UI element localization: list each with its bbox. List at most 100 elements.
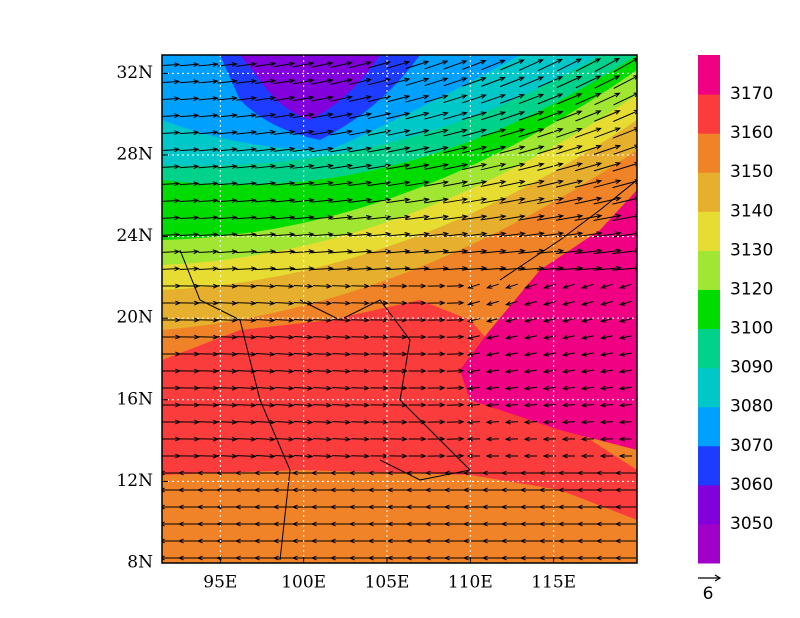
wind-arrow	[311, 112, 334, 119]
wind-arrow	[351, 436, 371, 442]
wind-arrow	[424, 231, 450, 237]
wind-arrow	[427, 334, 446, 340]
wind-arrow	[618, 368, 633, 374]
wind-arrow	[389, 368, 408, 374]
colorbar-box	[698, 250, 720, 290]
wind-arrow	[481, 555, 503, 561]
wind-arrow	[312, 334, 333, 340]
wind-arrow	[367, 146, 392, 153]
field	[162, 55, 637, 563]
wind-arrow	[424, 214, 450, 221]
wind-arrow	[408, 385, 427, 391]
plot-frame	[161, 54, 638, 564]
wind-arrow	[614, 487, 636, 493]
wind-arrow	[273, 232, 296, 237]
wind-arrow	[443, 94, 468, 104]
wind-arrow	[370, 317, 389, 323]
wind-arrow	[424, 128, 449, 137]
wind-arrow	[329, 504, 351, 510]
wind-arrow	[555, 196, 584, 205]
wind-arrow	[312, 300, 333, 306]
wind-arrow	[253, 555, 275, 561]
wind-arrow	[580, 419, 595, 425]
wind-arrow	[386, 555, 408, 561]
wind-arrow	[162, 521, 180, 527]
wind-arrow	[500, 76, 525, 88]
colorbar-label: 3090	[730, 358, 773, 378]
wind-arrow	[311, 180, 334, 186]
colorbar-label: 3150	[730, 162, 773, 182]
wind-arrow	[595, 521, 617, 527]
wind-arrow	[500, 521, 522, 527]
colorbar-label: 3100	[730, 319, 773, 339]
wind-arrow	[504, 436, 519, 442]
wind-arrow	[481, 76, 506, 87]
wind-arrow	[255, 283, 276, 289]
wind-arrow	[594, 57, 621, 72]
wind-arrow	[311, 95, 334, 102]
wind-arrow	[312, 453, 333, 459]
y-tick-label: 16N	[116, 389, 153, 409]
wind-arrow	[177, 487, 199, 493]
wind-arrow	[461, 197, 488, 204]
wind-arrow	[367, 555, 389, 561]
wind-arrow	[461, 180, 488, 187]
wind-arrow	[162, 555, 180, 561]
wind-arrow	[481, 504, 503, 510]
wind-arrow	[198, 283, 219, 289]
wind-arrow	[330, 146, 354, 153]
colorbar-box	[698, 289, 720, 330]
wind-arrow	[519, 487, 541, 493]
wind-arrow	[443, 128, 468, 137]
wind-arrow	[236, 147, 258, 152]
wind-arrow	[500, 504, 522, 510]
wind-arrow	[312, 317, 333, 323]
wind-arrow	[198, 164, 219, 170]
wind-arrow	[351, 334, 371, 340]
colorbar-box	[698, 484, 720, 525]
wind-arrow	[408, 368, 427, 374]
wind-arrow	[311, 163, 334, 169]
wind-arrow	[442, 214, 469, 221]
wind-arrow	[405, 214, 430, 220]
wind-arrow	[499, 145, 526, 154]
wind-arrow	[198, 351, 219, 357]
wind-arrow	[519, 538, 541, 544]
wind-arrow	[367, 538, 389, 544]
wind-arrow	[389, 334, 408, 340]
wind-arrow	[332, 436, 352, 442]
wind-arrow	[618, 351, 632, 357]
wind-arrow	[274, 419, 295, 425]
wind-arrow	[386, 538, 408, 544]
wind-arrow	[593, 213, 622, 222]
wind-arrow	[523, 385, 538, 391]
wind-arrow	[310, 487, 332, 493]
wind-arrow	[179, 113, 200, 119]
wind-arrow	[274, 385, 295, 391]
wind-arrow	[273, 146, 296, 152]
wind-arrow	[386, 94, 411, 103]
wind-arrow	[462, 521, 484, 527]
wind-arrow	[427, 317, 446, 323]
wind-arrow	[253, 521, 275, 527]
wind-arrow	[500, 555, 522, 561]
wind-arrow	[162, 96, 181, 102]
wind-arrow	[255, 419, 276, 425]
wind-arrow	[480, 111, 507, 121]
wind-arrow	[466, 419, 481, 425]
wind-arrow	[580, 300, 594, 306]
wind-arrow	[254, 146, 277, 152]
wind-arrow	[576, 470, 598, 476]
wind-arrow	[446, 368, 465, 374]
wind-arrow	[561, 419, 576, 425]
wind-arrow	[581, 283, 594, 289]
wind-arrow	[580, 402, 595, 408]
wind-arrow	[234, 555, 256, 561]
wind-arrow	[427, 283, 446, 289]
wind-arrow	[523, 318, 537, 323]
wind-arrow	[595, 555, 617, 561]
wind-arrow	[330, 163, 354, 170]
wind-arrow	[332, 385, 352, 391]
y-tick-label: 24N	[116, 226, 153, 246]
wind-arrow	[462, 470, 484, 476]
